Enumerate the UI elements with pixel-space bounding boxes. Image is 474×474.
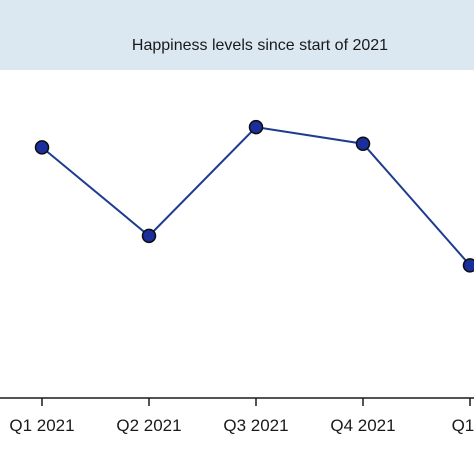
data-point [248,119,264,135]
series-line [41,126,471,266]
data-point [462,258,474,273]
data-point [141,228,157,244]
title-band [0,0,474,70]
x-tick-label: Q2 2021 [116,416,181,435]
series-points [34,119,474,273]
x-tick-label: Q3 2021 [223,416,288,435]
chart-title: Happiness levels since start of 2021 [132,37,388,54]
data-point [34,140,50,155]
x-axis-ticks [41,398,471,406]
x-tick-label: Q4 2021 [330,416,395,435]
x-tick-label: Q1 2 [452,416,474,435]
data-point [355,136,371,151]
x-axis-tick-labels: Q1 2021 Q2 2021 Q3 2021 Q4 2021 Q1 2 [9,416,474,435]
x-tick-label: Q1 2021 [9,416,74,435]
